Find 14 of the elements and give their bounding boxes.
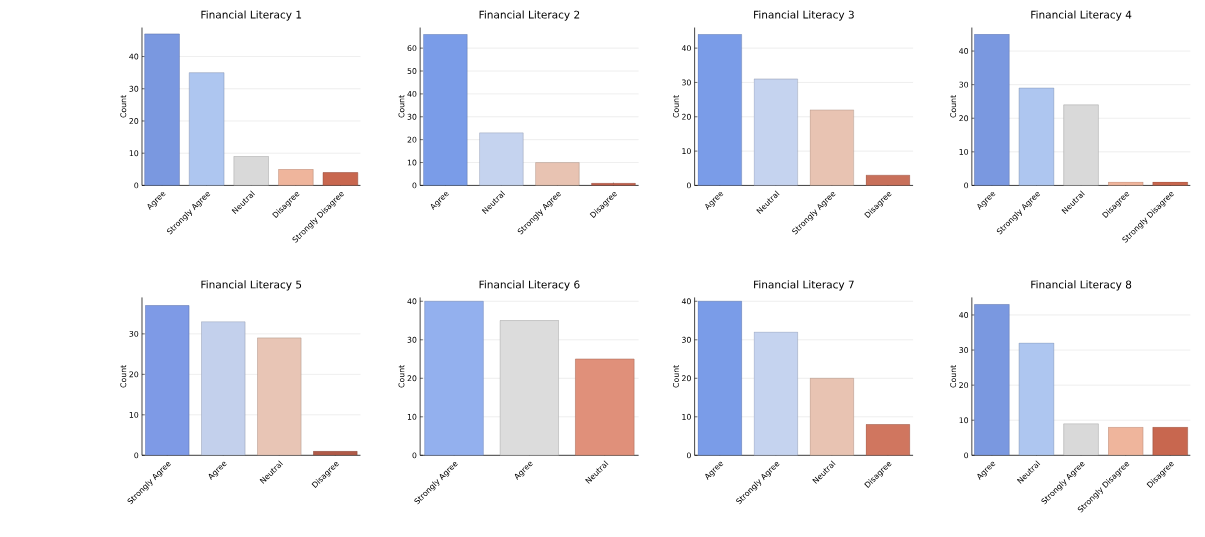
chart-title: Financial Literacy 8 bbox=[1031, 280, 1132, 291]
chart-title: Financial Literacy 3 bbox=[754, 10, 854, 21]
chart-title: Financial Literacy 5 bbox=[201, 280, 302, 291]
chart-title: Financial Literacy 2 bbox=[479, 10, 580, 21]
bar bbox=[1108, 426, 1144, 456]
chart-title: Financial Literacy 6 bbox=[479, 280, 580, 291]
bar bbox=[865, 174, 911, 186]
bar bbox=[278, 169, 314, 186]
bar bbox=[1063, 423, 1099, 456]
chart-title: Financial Literacy 1 bbox=[201, 10, 302, 21]
chart-title: Financial Literacy 7 bbox=[754, 280, 854, 291]
chart-title: Financial Literacy 4 bbox=[1031, 10, 1132, 21]
bar bbox=[233, 156, 269, 186]
bar bbox=[313, 450, 358, 456]
